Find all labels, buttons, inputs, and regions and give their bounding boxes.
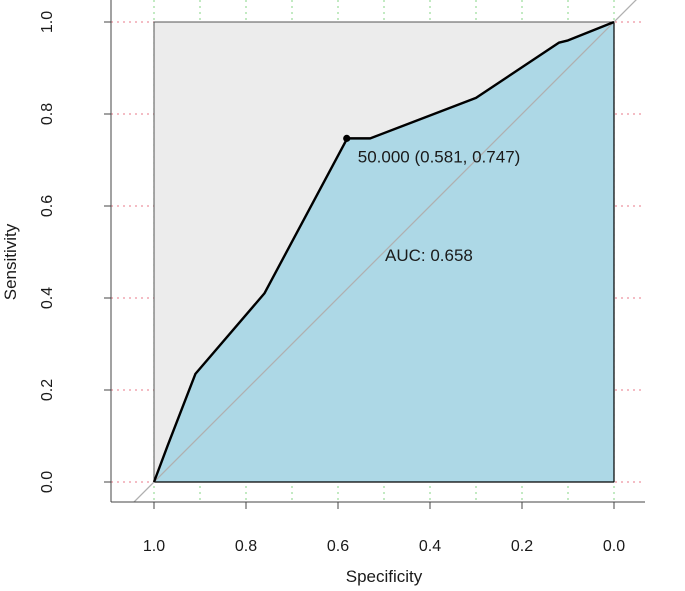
x-tick-label-5: 0.0 xyxy=(603,538,625,555)
y-axis-title: Sensitivity xyxy=(1,223,20,300)
y-tick-label-0: 0.0 xyxy=(39,471,56,493)
x-tick-label-1: 0.8 xyxy=(235,538,257,555)
y-tick-label-2: 0.4 xyxy=(39,287,56,309)
roc-curve-layer xyxy=(152,20,615,483)
x-tick-label-3: 0.4 xyxy=(419,538,441,555)
threshold-label: 50.000 (0.581, 0.747) xyxy=(358,147,521,166)
threshold-point xyxy=(343,134,351,142)
x-tick-label-2: 0.6 xyxy=(327,538,349,555)
x-tick-label-4: 0.2 xyxy=(511,538,533,555)
y-tick-label-3: 0.6 xyxy=(39,195,56,217)
roc-curve-line xyxy=(152,20,615,483)
reference-diagonal-line xyxy=(133,0,637,502)
y-tick-label-4: 0.8 xyxy=(39,103,56,125)
axes: 0.0 0.2 0.4 0.6 0.8 1.0 1.0 0.8 0.6 0.4 0.2 0.0 xyxy=(39,0,645,555)
x-axis-title: Specificity xyxy=(346,567,423,586)
auc-label: AUC: 0.658 xyxy=(385,246,473,265)
y-tick-label-1: 0.2 xyxy=(39,379,56,401)
y-tick-label-5: 1.0 xyxy=(39,11,56,33)
reference-diagonal xyxy=(133,0,637,502)
x-tick-label-0: 1.0 xyxy=(143,538,165,555)
